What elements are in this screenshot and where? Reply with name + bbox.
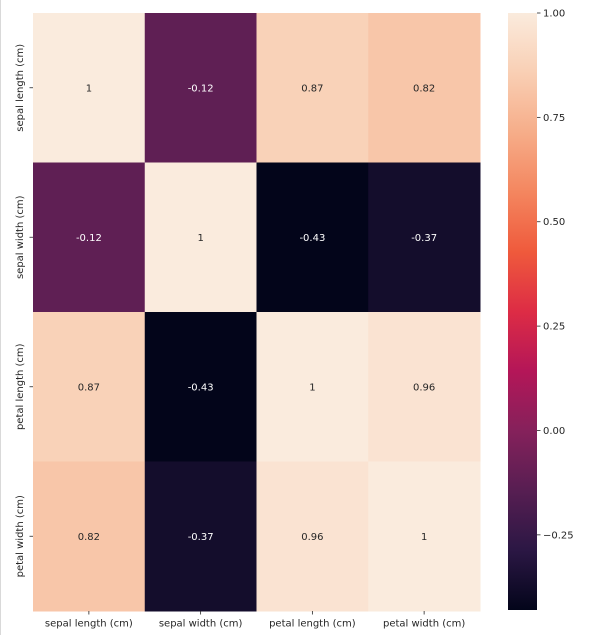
y-tick-label: sepal length (cm) bbox=[15, 44, 26, 132]
cell-annotation: 1 bbox=[86, 83, 92, 94]
x-tick-label: petal width (cm) bbox=[383, 619, 465, 630]
y-axis-ticks: sepal length (cm) sepal width (cm) petal l… bbox=[15, 44, 33, 577]
colorbar-tick-label: −0.25 bbox=[543, 530, 574, 541]
heatmap-cell bbox=[33, 461, 146, 612]
cell-annotation: -0.43 bbox=[188, 382, 214, 393]
cell-annotation: 1 bbox=[197, 233, 203, 244]
heatmap-cell bbox=[144, 461, 257, 612]
cell-annotation: 0.87 bbox=[301, 83, 323, 94]
cell-annotation: 0.96 bbox=[301, 532, 323, 543]
colorbar-tick-label: 1.00 bbox=[543, 9, 565, 20]
heatmap-cell bbox=[368, 162, 481, 313]
cell-annotation: 1 bbox=[421, 532, 427, 543]
heatmap-cell bbox=[368, 13, 481, 163]
heatmap-cell bbox=[144, 162, 257, 313]
heatmap-cell bbox=[144, 312, 257, 462]
heatmap-cell bbox=[256, 461, 369, 612]
heatmap-cell bbox=[144, 13, 257, 163]
colorbar-tick-label: 0.00 bbox=[543, 426, 565, 437]
left-border bbox=[0, 0, 1, 635]
cell-annotation: -0.12 bbox=[76, 233, 102, 244]
y-tick-label: petal width (cm) bbox=[15, 495, 26, 577]
cell-annotation: 0.87 bbox=[78, 382, 100, 393]
heatmap-annotations: 1 -0.12 0.87 0.82 -0.12 1 -0.43 -0.37 0.87 -0.43 1… bbox=[76, 83, 437, 543]
y-tick-label: sepal width (cm) bbox=[15, 195, 26, 279]
x-tick-label: petal length (cm) bbox=[269, 619, 356, 630]
cell-annotation: -0.43 bbox=[299, 233, 325, 244]
y-tick-label: petal length (cm) bbox=[15, 343, 26, 430]
x-tick-label: sepal width (cm) bbox=[159, 619, 243, 630]
heatmap-cell bbox=[33, 13, 146, 163]
cell-annotation: -0.12 bbox=[188, 83, 214, 94]
colorbar: 1.00 0.75 0.50 0.25 0.00 −0.25 bbox=[508, 9, 574, 610]
heatmap-cell bbox=[33, 162, 146, 313]
cell-annotation: 1 bbox=[309, 382, 315, 393]
heatmap-cells bbox=[33, 13, 481, 612]
colorbar-tick-label: 0.50 bbox=[543, 217, 565, 228]
cell-annotation: 0.82 bbox=[413, 83, 435, 94]
cell-annotation: -0.37 bbox=[411, 233, 437, 244]
heatmap-cell bbox=[33, 312, 146, 462]
cell-annotation: 0.82 bbox=[78, 532, 100, 543]
colorbar-tick-label: 0.75 bbox=[543, 113, 565, 124]
x-tick-label: sepal length (cm) bbox=[45, 619, 133, 630]
heatmap-cell bbox=[256, 312, 369, 462]
x-axis-ticks: sepal length (cm) sepal width (cm) petal l… bbox=[45, 611, 465, 630]
heatmap-cell bbox=[368, 312, 481, 462]
colorbar-tick-label: 0.25 bbox=[543, 322, 565, 333]
heatmap-cell bbox=[256, 13, 369, 163]
heatmap-cell bbox=[368, 461, 481, 612]
cell-annotation: 0.96 bbox=[413, 382, 435, 393]
colorbar-gradient bbox=[508, 13, 537, 610]
heatmap-cell bbox=[256, 162, 369, 313]
cell-annotation: -0.37 bbox=[188, 532, 214, 543]
